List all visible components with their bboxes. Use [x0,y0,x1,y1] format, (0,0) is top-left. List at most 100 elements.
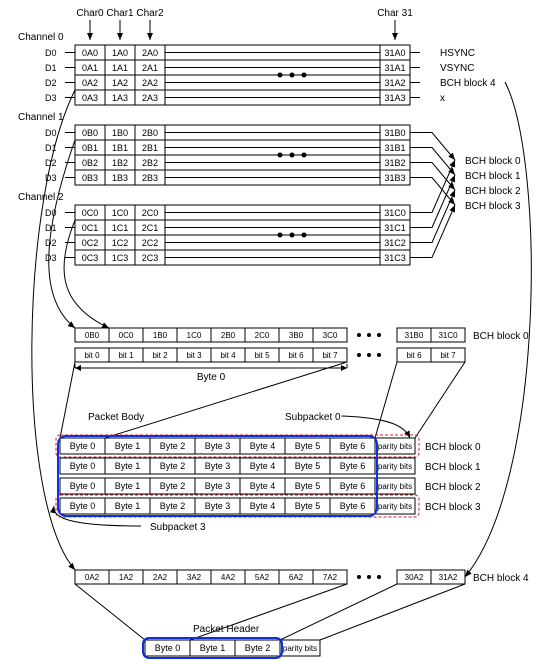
label: 2A0 [142,48,158,58]
label: Byte 6 [340,441,366,451]
label: 1A1 [112,63,128,73]
label: 0C3 [82,253,99,263]
label: BCH block 4 [440,78,496,89]
label: Byte 5 [295,481,321,491]
label: 1B0 [112,128,128,138]
label: 2A3 [142,93,158,103]
label: 4A2 [221,573,236,582]
label: Byte 0 [70,441,96,451]
label: bit 3 [186,351,202,360]
label: 1A2 [119,573,134,582]
label: Byte 0 [70,501,96,511]
label: Byte 4 [250,461,276,471]
label: 2A2 [142,78,158,88]
label: 1C0 [187,331,202,340]
label: 3A2 [187,573,202,582]
label: Byte 1 [115,481,141,491]
label: Byte 0 [70,461,96,471]
label: 31C0 [438,331,458,340]
label: Packet Header [193,624,260,635]
label: 2A1 [142,63,158,73]
label: Byte 0 [197,372,226,383]
label: Byte 0 [155,643,181,653]
label: x [440,93,445,104]
label: 0A0 [82,48,98,58]
label: 6A2 [289,573,304,582]
label: parity bits [378,442,412,451]
label: BCH block 1 [465,171,521,182]
label: D1 [45,63,57,73]
label: 1B0 [153,331,168,340]
label: bit 6 [288,351,304,360]
connector [49,140,75,328]
connector [320,584,465,640]
label: Byte 2 [160,441,186,451]
label: 30A2 [405,573,424,582]
label: Byte 1 [115,501,141,511]
label: Byte 0 [70,481,96,491]
label: 2A2 [153,573,168,582]
connector [375,362,397,438]
label: Byte 4 [250,441,276,451]
label: 2C0 [142,208,159,218]
connector [420,133,455,161]
label: 1C3 [112,253,129,263]
label: Channel 1 [18,112,64,123]
label: Byte 4 [250,481,276,491]
label: 0C0 [119,331,134,340]
label: 0C2 [82,238,99,248]
label: bit 6 [406,351,422,360]
label: 31A3 [384,93,405,103]
label: Byte 1 [200,643,226,653]
label: BCH block 0 [473,331,529,342]
label: 1A3 [112,93,128,103]
label: BCH block 3 [465,201,521,212]
label: parity bits [378,502,412,511]
connector [60,362,75,438]
label: 0B2 [82,158,98,168]
label: BCH block 3 [425,502,481,513]
label: parity bits [378,462,412,471]
label: Char 31 [377,8,413,19]
label: VSYNC [440,63,474,74]
label: 31A2 [439,573,458,582]
connector [105,362,347,438]
label: bit 7 [322,351,338,360]
label: bit 0 [84,351,100,360]
label: D0 [45,48,57,58]
connector [280,584,397,640]
label: 0B1 [82,143,98,153]
label: 0B0 [82,128,98,138]
label: 0B0 [85,331,100,340]
label: Char2 [136,8,164,19]
label: 1C1 [112,223,129,233]
label: bit 1 [118,351,134,360]
label: Byte 5 [295,441,321,451]
label: Byte 3 [205,501,231,511]
label: bit 7 [440,351,456,360]
label: 31C1 [384,223,406,233]
label: BCH block 2 [465,186,521,197]
label: Byte 3 [205,441,231,451]
label: 31B0 [405,331,424,340]
label: 2C1 [142,223,159,233]
label: 31B3 [384,173,405,183]
label: 3C0 [323,331,338,340]
label: Char1 [106,8,134,19]
label: BCH block 0 [425,442,481,453]
label: 31A1 [384,63,405,73]
label: 31B1 [384,143,405,153]
label: 0A3 [82,93,98,103]
label: D3 [45,253,57,263]
label: Byte 2 [245,643,271,653]
label: Byte 5 [295,461,321,471]
connector [415,362,465,438]
label: 31C0 [384,208,406,218]
label: Byte 4 [250,501,276,511]
label: Byte 2 [160,481,186,491]
label: 5A2 [255,573,270,582]
label: BCH block 1 [425,462,481,473]
label: Subpacket 3 [150,522,206,533]
label: parity bits [378,482,412,491]
label: D0 [45,128,57,138]
